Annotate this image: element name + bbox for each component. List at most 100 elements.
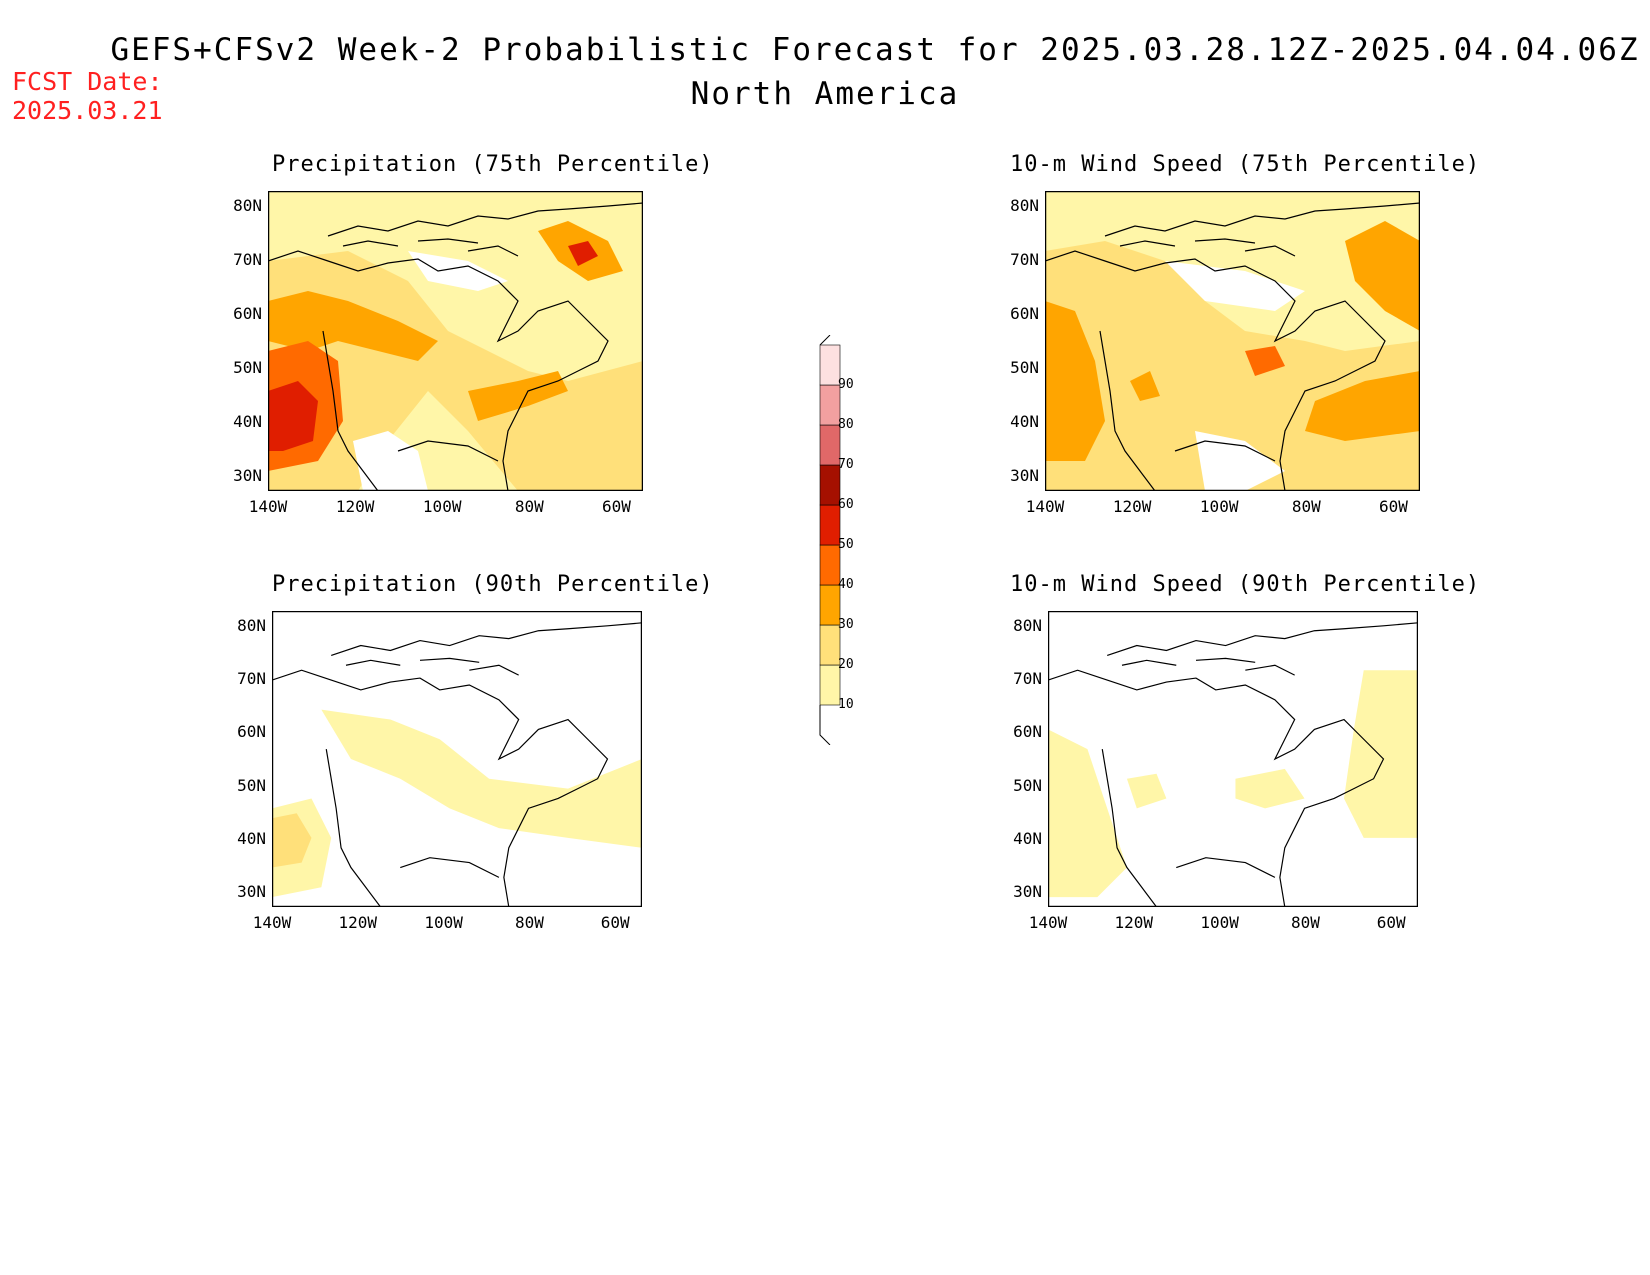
- colorbar-label-5: 60: [838, 497, 854, 512]
- map-precip75-arctic-coast: [327, 202, 643, 257]
- colorbar-label-8: 90: [838, 377, 854, 392]
- panel-title-precip75: Precipitation (75th Percentile): [272, 152, 714, 177]
- lat-tick-2-4: 40N: [237, 828, 266, 848]
- lat-tick-1-4: 40N: [1010, 412, 1039, 431]
- lat-tick-2-0: 80N: [237, 616, 266, 635]
- lat-tick-1-1: 70N: [1010, 250, 1039, 269]
- fcst-date-value: 2025.03.21: [12, 96, 163, 125]
- map-precip75-coastline: [268, 250, 609, 491]
- map-wind75-shade-4: [1345, 221, 1420, 331]
- map-wind90-shade-1: [1048, 729, 1127, 898]
- map-wind75-frame: [1045, 191, 1420, 491]
- map-wind90-shade-4: [1126, 773, 1167, 809]
- colorbar-label-1: 20: [838, 657, 854, 672]
- lat-tick-2-3: 50N: [237, 775, 266, 795]
- lat-tick-3-3: 50N: [1013, 775, 1042, 795]
- lat-tick-2-2: 60N: [237, 722, 266, 742]
- lat-tick-0-0: 80N: [233, 196, 262, 215]
- map-wind90: [1048, 611, 1418, 907]
- colorbar-swatch-0: [819, 664, 841, 706]
- lat-tick-1-2: 60N: [1010, 304, 1039, 323]
- map-precip75-shade-5: [468, 371, 568, 421]
- lat-tick-1-3: 50N: [1010, 358, 1039, 377]
- colorbar-label-2: 30: [838, 617, 854, 632]
- map-precip75-shade-4: [268, 381, 318, 451]
- region-title: North America: [690, 76, 960, 112]
- map-precip90-arctic-coast: [331, 622, 642, 676]
- lon-tick-3-0: 140W: [1028, 913, 1068, 932]
- map-wind75-shade-8: [1195, 431, 1285, 491]
- panel-title-precip90: Precipitation (90th Percentile): [272, 572, 714, 597]
- colorbar: [819, 335, 841, 745]
- colorbar-label-4: 50: [838, 537, 854, 552]
- map-wind75-shade-6: [1130, 371, 1160, 401]
- map-precip75-shade-7: [568, 241, 598, 266]
- lat-tick-3-4: 40N: [1013, 828, 1042, 848]
- colorbar-label-6: 70: [838, 457, 854, 472]
- lat-tick-0-1: 70N: [233, 250, 262, 269]
- map-precip75-shade-9: [408, 251, 508, 291]
- lon-tick-2-0: 140W: [252, 913, 292, 932]
- colorbar-swatch-5: [819, 464, 841, 506]
- lon-tick-0-1: 120W: [335, 497, 375, 516]
- lon-tick-1-2: 100W: [1199, 497, 1239, 516]
- lon-tick-0-3: 80W: [514, 497, 544, 516]
- lon-tick-3-4: 60W: [1376, 913, 1406, 932]
- colorbar-swatch-8: [819, 344, 841, 386]
- colorbar-label-3: 40: [838, 577, 854, 592]
- map-wind90-frame: [1048, 611, 1418, 907]
- lon-tick-3-1: 120W: [1114, 913, 1154, 932]
- map-wind75: [1045, 191, 1420, 491]
- map-precip75: [268, 191, 643, 491]
- colorbar-swatch-7: [819, 384, 841, 426]
- lon-tick-0-0: 140W: [248, 497, 288, 516]
- lat-tick-3-2: 60N: [1013, 722, 1042, 742]
- map-precip90: [272, 611, 642, 907]
- map-wind75-shade-2: [1045, 301, 1105, 461]
- colorbar-bottom-tip: [819, 705, 831, 745]
- lon-tick-2-2: 100W: [424, 913, 463, 932]
- lon-tick-2-3: 80W: [514, 913, 544, 932]
- lat-tick-0-3: 50N: [233, 358, 262, 377]
- lon-tick-1-1: 120W: [1112, 497, 1152, 516]
- lon-tick-1-3: 80W: [1291, 497, 1321, 516]
- lat-tick-3-5: 30N: [1013, 882, 1042, 901]
- map-wind90-arctic-coast: [1107, 622, 1418, 676]
- map-wind90-coastline: [1048, 669, 1385, 907]
- map-wind75-shade-7: [1165, 261, 1305, 311]
- colorbar-label-0: 10: [838, 697, 854, 712]
- colorbar-swatch-4: [819, 504, 841, 546]
- colorbar-swatch-6: [819, 424, 841, 466]
- map-precip90-shade-3: [272, 813, 312, 868]
- lon-tick-2-1: 120W: [338, 913, 378, 932]
- lat-tick-1-0: 80N: [1010, 196, 1039, 215]
- panel-title-wind75: 10-m Wind Speed (75th Percentile): [1010, 152, 1481, 177]
- map-precip75-frame: [268, 191, 643, 491]
- lon-tick-3-3: 80W: [1290, 913, 1320, 932]
- lon-tick-1-0: 140W: [1025, 497, 1065, 516]
- map-wind75-arctic-coast: [1104, 202, 1420, 257]
- colorbar-label-7: 80: [838, 417, 854, 432]
- lat-tick-3-1: 70N: [1013, 669, 1042, 689]
- panel-title-wind90: 10-m Wind Speed (90th Percentile): [1010, 572, 1481, 597]
- map-precip90-frame: [272, 611, 642, 907]
- lon-tick-2-4: 60W: [600, 913, 630, 932]
- lat-tick-0-5: 30N: [233, 466, 262, 485]
- lon-tick-0-2: 100W: [422, 497, 462, 516]
- map-precip90-shade-1: [321, 709, 642, 848]
- lon-tick-1-4: 60W: [1378, 497, 1408, 516]
- colorbar-swatch-3: [819, 544, 841, 586]
- map-wind75-coastline: [1045, 250, 1386, 491]
- map-precip75-shade-8: [353, 431, 428, 491]
- colorbar-swatch-1: [819, 624, 841, 666]
- lat-tick-3-0: 80N: [1013, 616, 1042, 635]
- map-precip90-coastline: [272, 669, 609, 907]
- lon-tick-3-2: 100W: [1200, 913, 1239, 932]
- map-wind90-shade-3: [1235, 768, 1305, 809]
- lon-tick-0-4: 60W: [601, 497, 631, 516]
- fcst-date-label: FCST Date:: [12, 67, 163, 96]
- colorbar-swatch-2: [819, 584, 841, 626]
- main-title: GEFS+CFSv2 Week-2 Probabilistic Forecast…: [110, 32, 1640, 68]
- map-wind90-shade-2: [1344, 670, 1418, 838]
- lat-tick-1-5: 30N: [1010, 466, 1039, 485]
